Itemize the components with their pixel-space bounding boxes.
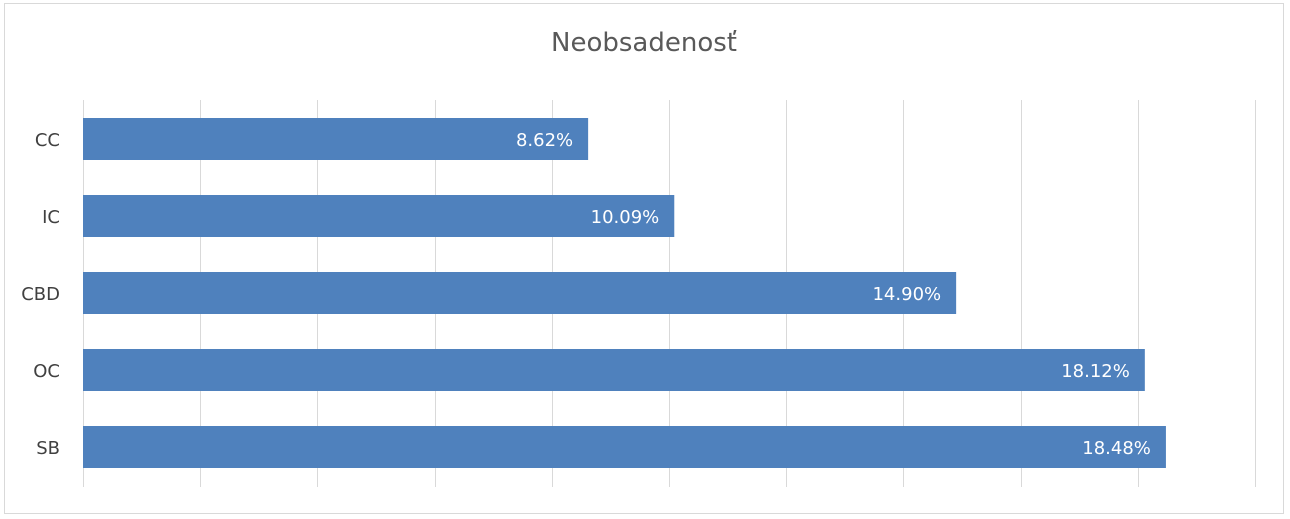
category-label-cbd: CBD [21, 284, 60, 305]
category-label-cc: CC [35, 130, 60, 151]
data-label-ic: 10.09% [591, 207, 660, 228]
bars [83, 118, 1166, 468]
bar-cbd [83, 272, 957, 314]
data-labels: 8.62% 10.09% 14.90% 18.12% 18.48% [516, 130, 1151, 459]
bar-ic [83, 195, 675, 237]
data-label-cbd: 14.90% [872, 284, 941, 305]
category-label-ic: IC [42, 207, 60, 228]
category-labels: CC IC CBD OC SB [21, 130, 60, 459]
bar-oc [83, 349, 1145, 391]
data-label-cc: 8.62% [516, 130, 573, 151]
data-label-oc: 18.12% [1061, 361, 1130, 382]
category-label-sb: SB [36, 438, 60, 459]
data-label-sb: 18.48% [1082, 438, 1151, 459]
category-label-oc: OC [33, 361, 60, 382]
bar-sb [83, 426, 1166, 468]
chart-title: Neobsadenosť [551, 28, 737, 58]
bar-cc [83, 118, 589, 160]
